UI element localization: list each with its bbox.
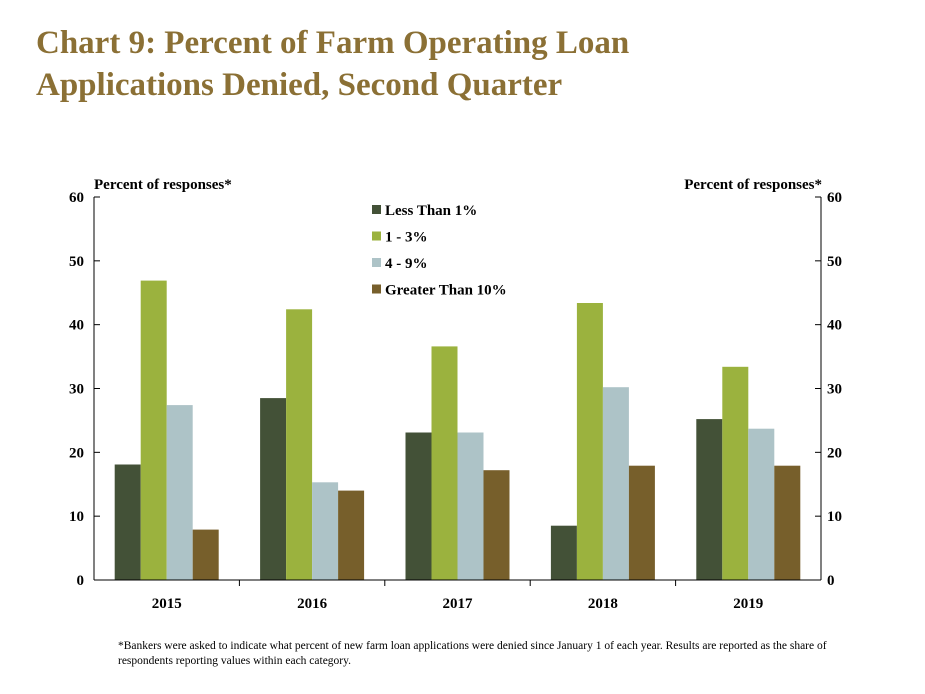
- bar-2018-series-3: [602, 387, 629, 580]
- y-tick-label-left-10: 10: [69, 509, 84, 525]
- bar-2017-series-1: [405, 432, 432, 580]
- legend-label-4: Greater Than 10%: [385, 283, 507, 299]
- legend-swatch-4: [372, 284, 381, 294]
- y-tick-label-right-40: 40: [827, 318, 842, 334]
- y-tick-label-right-0: 0: [827, 573, 835, 589]
- y-tick-label-right-60: 60: [827, 190, 842, 206]
- bar-2015-series-2: [140, 280, 167, 580]
- y-tick-label-right-20: 20: [827, 445, 842, 461]
- tick-labels-group: 2015 2016 2017 2018 2019 0 0 10 10 20 20 30 30 40 40 50…: [69, 190, 842, 612]
- chart-title-line-1: Chart 9: Percent of Farm Operating Loan: [36, 25, 630, 61]
- legend-swatch-1: [372, 205, 381, 214]
- axes-group: [93, 196, 822, 586]
- bar-2018-series-2: [576, 303, 603, 580]
- bar-2015-series-1: [114, 464, 141, 580]
- x-tick-label-2015: 2015: [152, 596, 182, 612]
- legend-label-2: 1 - 3%: [385, 230, 428, 246]
- y-tick-label-left-50: 50: [69, 254, 84, 270]
- bar-2016-series-1: [260, 398, 287, 580]
- y-axis-label-right: Percent of responses*: [684, 177, 822, 193]
- y-tick-label-right-50: 50: [827, 254, 842, 270]
- legend-swatch-2: [372, 231, 381, 241]
- bar-2017-series-4: [483, 470, 510, 580]
- bar-2017-series-3: [457, 432, 484, 580]
- y-tick-label-left-60: 60: [69, 190, 84, 206]
- bar-2019-series-2: [722, 366, 749, 580]
- chart-title: Chart 9: Percent of Farm Operating Loan …: [36, 22, 629, 106]
- y-axis-label-left: Percent of responses*: [94, 177, 232, 193]
- y-tick-label-left-20: 20: [69, 445, 84, 461]
- bar-2019-series-3: [748, 428, 775, 580]
- bar-2018-series-4: [628, 465, 655, 580]
- legend-swatch-3: [372, 258, 381, 267]
- bar-2016-series-2: [286, 309, 313, 580]
- x-tick-label-2017: 2017: [443, 596, 474, 612]
- chart-title-line-2: Applications Denied, Second Quarter: [36, 67, 563, 103]
- y-tick-label-left-40: 40: [69, 318, 84, 334]
- y-tick-label-left-30: 30: [69, 382, 84, 398]
- footnote: *Bankers were asked to indicate what per…: [118, 640, 827, 667]
- bars-group: [114, 280, 801, 580]
- bar-2017-series-2: [431, 346, 458, 580]
- bar-2016-series-3: [312, 482, 339, 580]
- bar-2019-series-1: [696, 419, 723, 580]
- bar-2015-series-4: [192, 529, 219, 580]
- bar-2018-series-1: [550, 525, 577, 580]
- y-tick-label-right-10: 10: [827, 509, 842, 525]
- x-tick-label-2018: 2018: [588, 596, 618, 612]
- bar-2016-series-4: [338, 490, 365, 580]
- bar-2019-series-4: [774, 465, 801, 580]
- bar-2015-series-3: [166, 405, 193, 580]
- legend-label-3: 4 - 9%: [385, 256, 428, 272]
- x-tick-label-2016: 2016: [297, 596, 328, 612]
- y-tick-label-right-30: 30: [827, 382, 842, 398]
- legend-label-1: Less Than 1%: [385, 203, 477, 219]
- y-tick-label-left-0: 0: [77, 573, 85, 589]
- x-tick-label-2019: 2019: [733, 596, 763, 612]
- legend: Less Than 1% 1 - 3% 4 - 9% Greater Than 10%: [372, 203, 507, 299]
